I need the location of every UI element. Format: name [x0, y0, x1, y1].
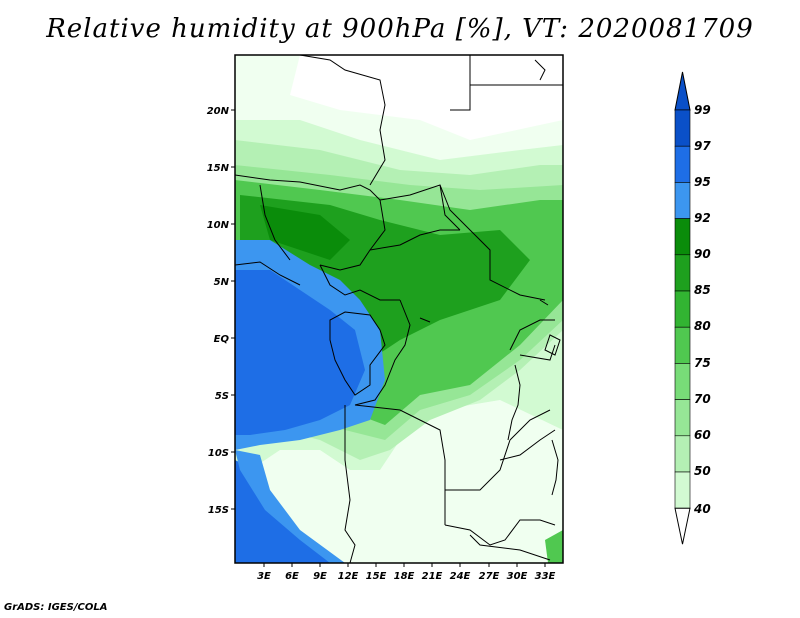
lon-label: 12E: [338, 571, 359, 582]
lon-label: 9E: [313, 571, 327, 582]
map-frame: [234, 54, 564, 564]
colorbar-label: 40: [693, 502, 711, 516]
colorbar-segment: [674, 182, 691, 219]
lon-label: 3E: [257, 571, 271, 582]
colorbar: [674, 71, 691, 545]
colorbar-segment: [674, 109, 691, 147]
humidity-map: [235, 55, 563, 563]
humidity-zone-97-south: [235, 450, 345, 563]
lat-label: 15S: [208, 505, 229, 516]
colorbar-segment: [674, 218, 691, 256]
colorbar-label: 50: [694, 464, 711, 478]
lon-label: 6E: [285, 571, 299, 582]
lat-label: 20N: [207, 106, 230, 117]
colorbar-label: 90: [694, 247, 711, 261]
lon-label: 15E: [366, 571, 387, 582]
colorbar-segment: [674, 471, 691, 509]
colorbar-segment: [674, 435, 691, 473]
colorbar-label: 70: [694, 392, 711, 406]
colorbar-label: 75: [694, 356, 711, 370]
colorbar-segment: [674, 254, 691, 292]
lat-label: 10N: [207, 220, 230, 231]
colorbar-label: 92: [694, 211, 711, 225]
humidity-zone-95: [260, 205, 350, 260]
lat-label: 10S: [208, 448, 229, 459]
lon-label: 27E: [479, 571, 500, 582]
credit-text: GrADS: IGES/COLA: [4, 602, 108, 613]
lat-label: 5N: [214, 277, 230, 288]
lat-label: EQ: [214, 334, 230, 345]
colorbar-label: 99: [694, 103, 711, 117]
lat-axis: [231, 109, 235, 510]
lon-label: 33E: [535, 571, 556, 582]
colorbar-segment: [674, 290, 691, 328]
colorbar-bottom-arrow: [674, 507, 691, 545]
lakes: [419, 59, 561, 496]
lon-label: 21E: [422, 571, 443, 582]
colorbar-segment: [674, 399, 691, 437]
colorbar-label: 85: [694, 283, 711, 297]
chart-title: Relative humidity at 900hPa [%], VT: 202…: [46, 14, 754, 44]
lon-label: 24E: [450, 571, 471, 582]
lat-label: 5S: [215, 391, 229, 402]
lon-label: 18E: [394, 571, 415, 582]
lon-label: 30E: [507, 571, 528, 582]
country-borders: [235, 55, 563, 563]
lat-label: 15N: [207, 163, 230, 174]
colorbar-label: 95: [694, 175, 711, 189]
colorbar-label: 80: [694, 319, 711, 333]
colorbar-label: 97: [694, 139, 711, 153]
colorbar-top-arrow: [674, 71, 691, 111]
lon-axis: [263, 563, 546, 567]
humidity-zone-east-green: [545, 530, 563, 563]
colorbar-segment: [674, 145, 691, 183]
colorbar-label: 60: [694, 428, 711, 442]
colorbar-segment: [674, 326, 691, 364]
humidity-zone-99: [235, 270, 365, 435]
colorbar-segment: [674, 363, 691, 400]
